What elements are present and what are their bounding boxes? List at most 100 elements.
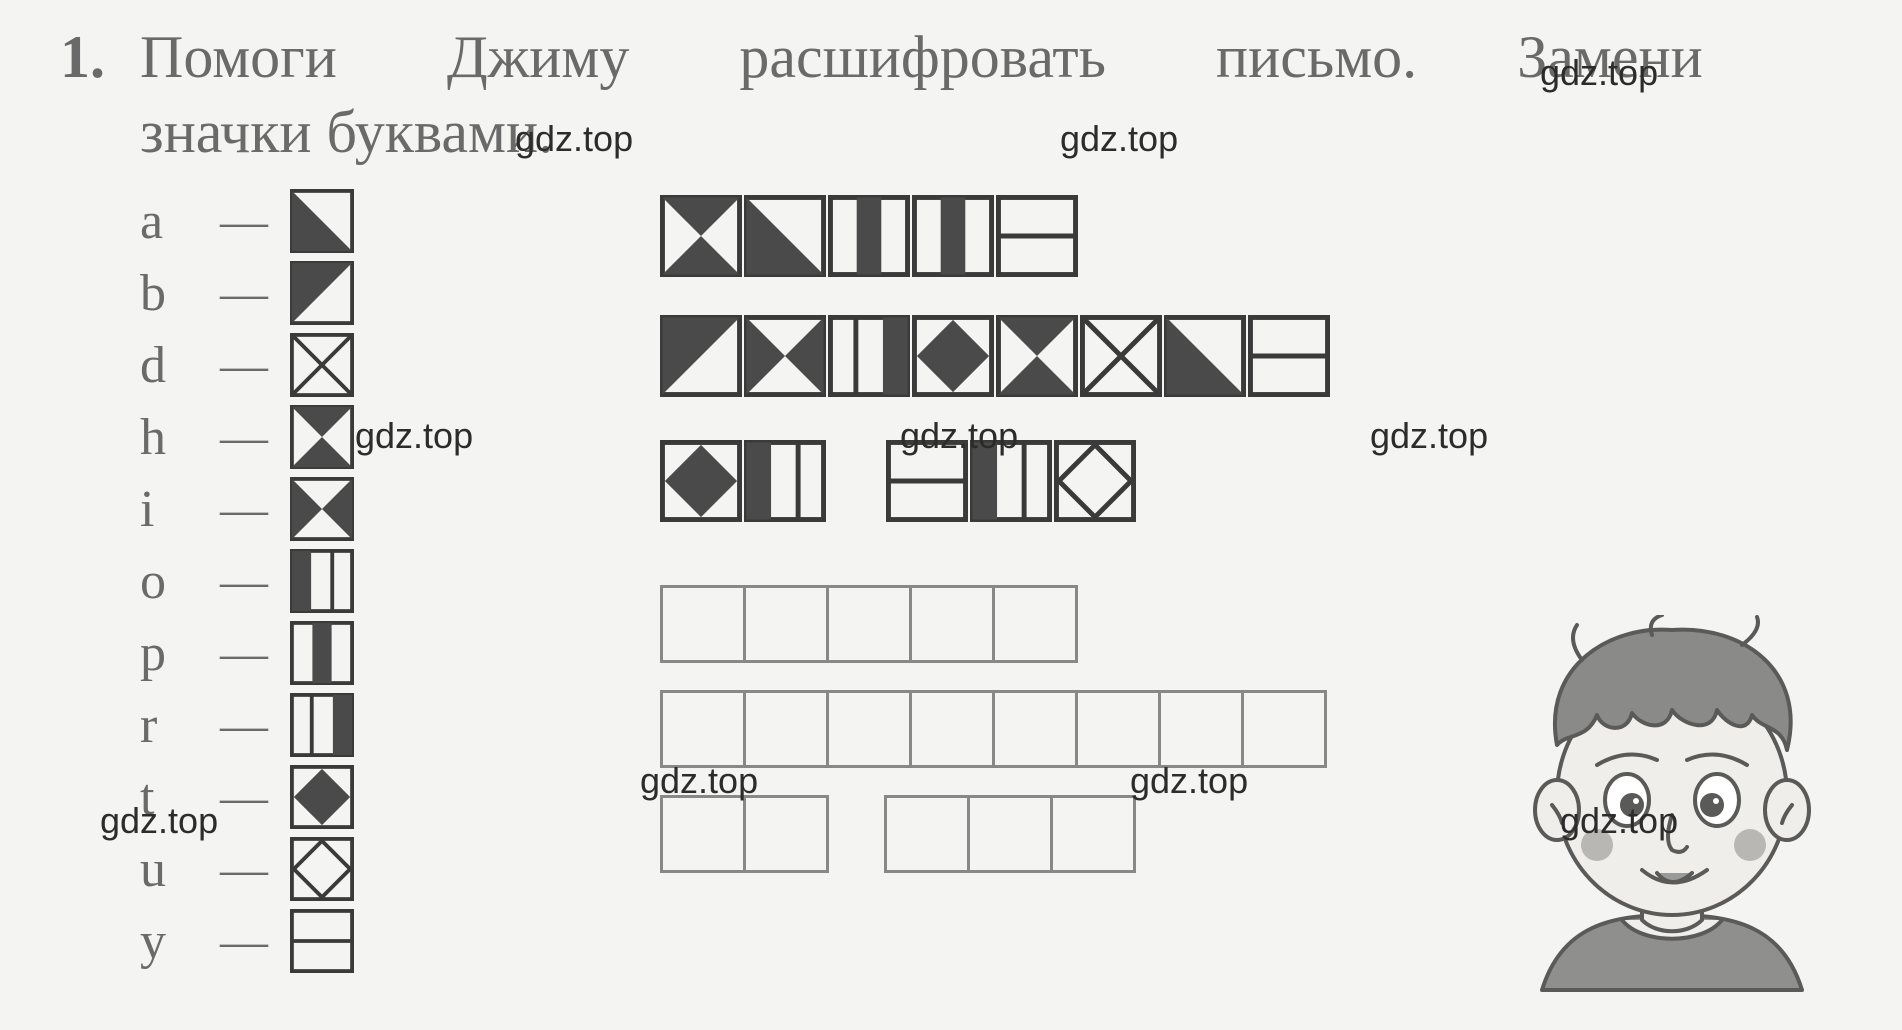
key-symbol <box>290 189 354 253</box>
cipher-symbol-diag-bottom-left <box>1164 315 1246 397</box>
key-row-i: i— <box>140 473 354 545</box>
answer-box[interactable] <box>1241 690 1327 768</box>
key-dash: — <box>200 554 290 609</box>
cipher-symbol-hline <box>290 909 354 973</box>
key-symbol <box>290 765 354 829</box>
answer-box[interactable] <box>826 690 912 768</box>
key-dash: — <box>200 626 290 681</box>
key-dash: — <box>200 338 290 393</box>
encoded-symbol <box>744 315 826 397</box>
encoded-symbol <box>886 440 968 522</box>
exercise-body: a—b—d—h—i—o—p—r—t—u—y— <box>140 185 1842 1005</box>
encoded-row-2 <box>660 315 1330 397</box>
word-gap <box>826 440 886 522</box>
cipher-symbol-bar-left <box>744 440 826 522</box>
key-symbol <box>290 333 354 397</box>
cipher-symbol-hourglass <box>290 405 354 469</box>
cipher-symbol-diamond-fill <box>290 765 354 829</box>
key-symbol <box>290 909 354 973</box>
answer-box[interactable] <box>992 690 1078 768</box>
answer-box[interactable] <box>743 690 829 768</box>
answer-box[interactable] <box>743 585 829 663</box>
key-row-o: o— <box>140 545 354 617</box>
answer-box[interactable] <box>743 795 829 873</box>
cipher-symbol-diamond-fill <box>660 440 742 522</box>
answer-box[interactable] <box>1075 690 1161 768</box>
key-row-a: a— <box>140 185 354 257</box>
task-text-line1: Помоги Джиму расшифровать письмо. Замени <box>140 20 1842 95</box>
answer-box[interactable] <box>967 795 1053 873</box>
key-dash: — <box>200 770 290 825</box>
answer-box[interactable] <box>826 585 912 663</box>
cipher-symbol-hline <box>1248 315 1330 397</box>
answer-box[interactable] <box>660 795 746 873</box>
answer-box[interactable] <box>1050 795 1136 873</box>
cipher-symbol-hline <box>886 440 968 522</box>
key-dash: — <box>200 410 290 465</box>
cipher-symbol-diag-bottom-left <box>744 195 826 277</box>
cipher-symbol-hline <box>996 195 1078 277</box>
answer-box[interactable] <box>992 585 1078 663</box>
key-dash: — <box>200 842 290 897</box>
answer-box[interactable] <box>1158 690 1244 768</box>
cipher-symbol-bar-right <box>828 315 910 397</box>
key-letter: r <box>140 696 200 755</box>
answer-row-1[interactable] <box>660 585 1078 663</box>
answer-box[interactable] <box>909 585 995 663</box>
key-letter: a <box>140 192 200 251</box>
encoded-symbol <box>996 195 1078 277</box>
key-row-y: y— <box>140 905 354 977</box>
key-letter: u <box>140 840 200 899</box>
cipher-symbol-x-outline <box>1080 315 1162 397</box>
key-row-d: d— <box>140 329 354 401</box>
key-symbol <box>290 405 354 469</box>
key-symbol <box>290 261 354 325</box>
encoded-symbol <box>828 315 910 397</box>
task-heading: 1. Помоги Джиму расшифровать письмо. Зам… <box>60 20 1842 95</box>
answer-box[interactable] <box>909 690 995 768</box>
cipher-symbol-bowtie <box>290 477 354 541</box>
key-row-t: t— <box>140 761 354 833</box>
key-letter: y <box>140 912 200 971</box>
key-symbol <box>290 549 354 613</box>
key-symbol <box>290 693 354 757</box>
key-letter: o <box>140 552 200 611</box>
key-symbol <box>290 477 354 541</box>
encoded-symbol <box>996 315 1078 397</box>
answer-box[interactable] <box>660 585 746 663</box>
task-number: 1. <box>60 20 140 95</box>
encoded-symbol <box>828 195 910 277</box>
answer-row-2[interactable] <box>660 690 1327 768</box>
answer-box[interactable] <box>884 795 970 873</box>
cipher-symbol-bar-center <box>828 195 910 277</box>
cipher-symbol-bar-center <box>290 621 354 685</box>
task-text-line2: значки буквами. <box>140 95 1842 170</box>
cipher-symbol-hourglass <box>996 315 1078 397</box>
answer-row-3[interactable] <box>660 795 1136 873</box>
key-letter: b <box>140 264 200 323</box>
cipher-symbol-bar-right <box>290 693 354 757</box>
cipher-symbol-bar-left <box>970 440 1052 522</box>
encoded-row-1 <box>660 195 1078 277</box>
encoded-row-3 <box>660 440 1136 522</box>
key-dash: — <box>200 266 290 321</box>
encoded-symbol <box>970 440 1052 522</box>
task-heading-2: значки буквами. <box>60 95 1842 170</box>
key-letter: p <box>140 624 200 683</box>
encoded-symbol <box>1054 440 1136 522</box>
key-letter: h <box>140 408 200 467</box>
answer-box[interactable] <box>660 690 746 768</box>
boy-illustration <box>1502 615 1842 995</box>
key-dash: — <box>200 482 290 537</box>
encoded-symbol <box>912 315 994 397</box>
key-letter: t <box>140 768 200 827</box>
key-row-p: p— <box>140 617 354 689</box>
key-row-u: u— <box>140 833 354 905</box>
cipher-symbol-diamond-outline <box>290 837 354 901</box>
cipher-symbol-bowtie <box>744 315 826 397</box>
cipher-symbol-diamond-fill <box>912 315 994 397</box>
word-gap <box>829 795 884 873</box>
encoded-symbol <box>744 195 826 277</box>
key-dash: — <box>200 914 290 969</box>
cipher-symbol-bar-left <box>290 549 354 613</box>
